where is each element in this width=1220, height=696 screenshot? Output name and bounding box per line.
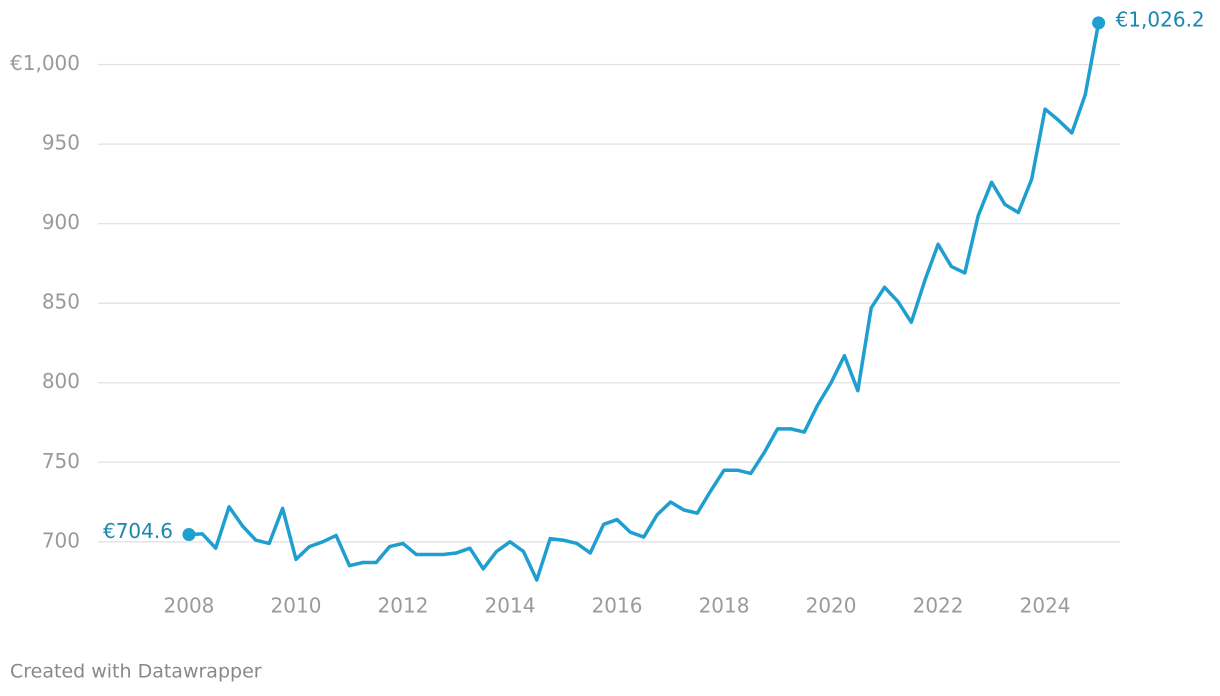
y-tick-label: 800 [42, 369, 80, 393]
line [188, 22, 1101, 582]
y-tick-label: 750 [42, 449, 80, 473]
y-tick-label: 850 [42, 290, 80, 314]
x-tick-label: 2024 [1020, 594, 1071, 618]
x-tick-label: 2016 [592, 594, 643, 618]
y-tick-label: €1,000 [10, 51, 80, 75]
source-note: Created with Datawrapper [10, 661, 262, 683]
x-tick-label: 2020 [806, 594, 857, 618]
y-tick-label: 900 [42, 210, 80, 234]
end-point [1092, 16, 1106, 30]
x-tick-label: 2018 [699, 594, 750, 618]
x-tick-label: 2012 [378, 594, 429, 618]
value-label: €1,026.2 [1116, 7, 1205, 31]
x-tick-label: 2010 [271, 594, 322, 618]
x-tick-label: 2022 [913, 594, 964, 618]
y-tick-label: 950 [42, 131, 80, 155]
x-tick-label: 2008 [164, 594, 215, 618]
y-tick-label: 700 [42, 528, 80, 552]
x-tick-label: 2014 [485, 594, 536, 618]
end-point [182, 528, 196, 541]
value-label: €704.6 [103, 519, 173, 543]
